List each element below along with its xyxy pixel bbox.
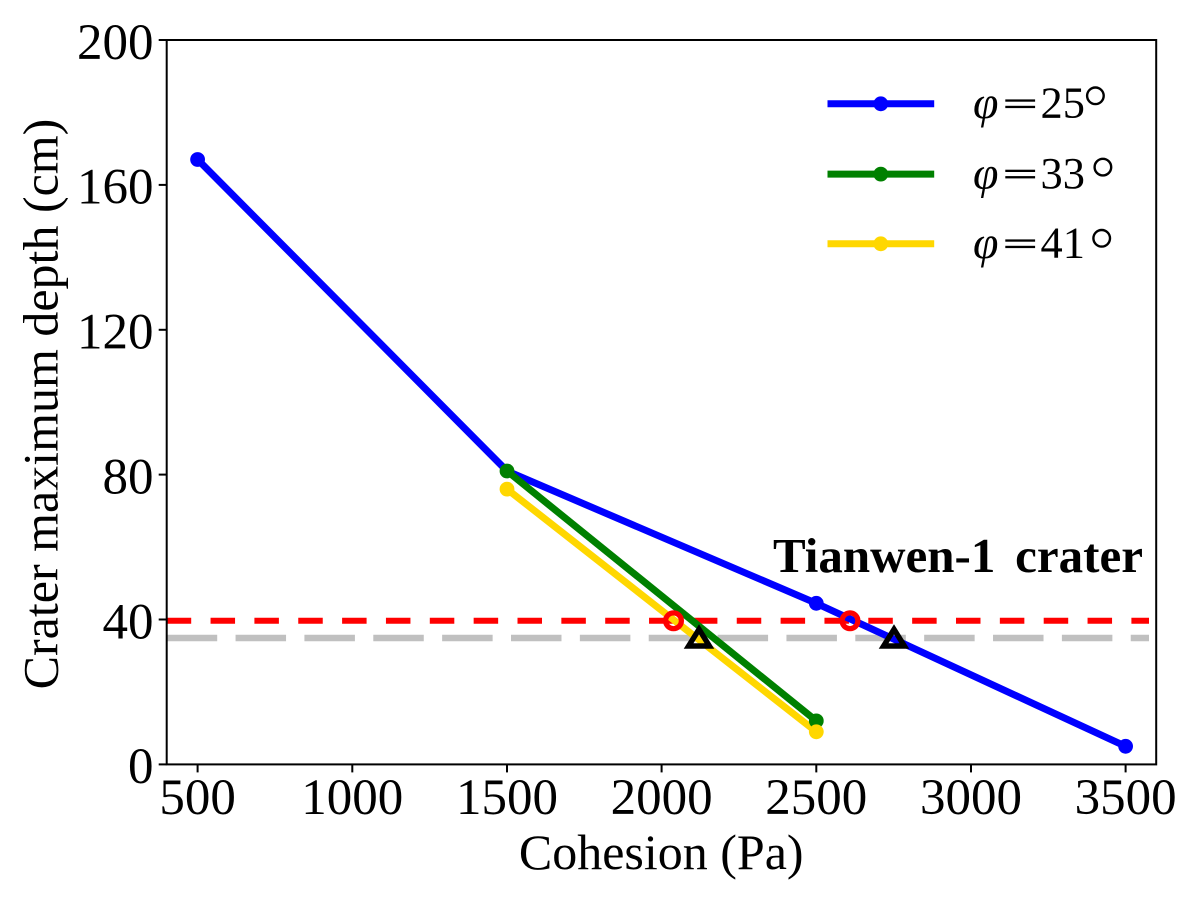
svg-text:1000: 1000 (301, 770, 403, 826)
svg-text:2000: 2000 (611, 770, 713, 826)
svg-text:160: 160 (77, 160, 154, 216)
svg-text:Cohesion (Pa): Cohesion (Pa) (519, 824, 804, 880)
svg-text:41: 41 (1041, 218, 1085, 268)
svg-text:33: 33 (1041, 148, 1085, 198)
svg-text:φ: φ (973, 147, 998, 198)
svg-text:120: 120 (77, 305, 154, 361)
svg-text:φ: φ (973, 77, 998, 128)
svg-text:3000: 3000 (920, 770, 1022, 826)
svg-text:25: 25 (1041, 78, 1085, 128)
svg-text:40: 40 (103, 594, 154, 650)
svg-text:Tianwen-1 crater: Tianwen-1 crater (773, 528, 1143, 583)
svg-text:3500: 3500 (1075, 770, 1177, 826)
svg-text:80: 80 (103, 449, 154, 505)
svg-text:0: 0 (128, 739, 154, 795)
svg-text:500: 500 (159, 770, 236, 826)
svg-text:2500: 2500 (765, 770, 867, 826)
svg-text:Crater maximum depth (cm): Crater maximum depth (cm) (12, 119, 68, 690)
svg-text:φ: φ (973, 217, 998, 268)
svg-text:1500: 1500 (456, 770, 558, 826)
svg-text:200: 200 (77, 15, 154, 71)
